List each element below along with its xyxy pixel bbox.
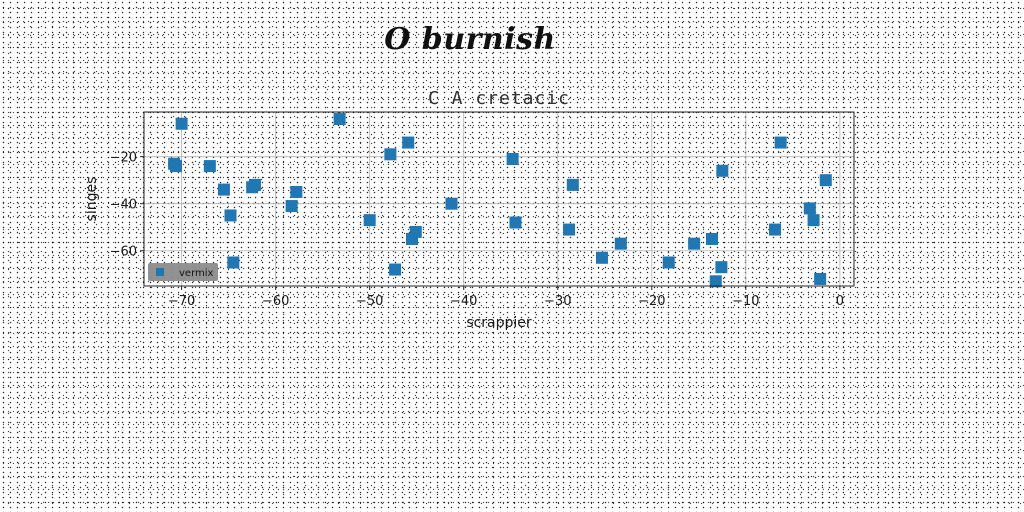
data-point xyxy=(814,273,826,285)
data-point xyxy=(563,224,575,236)
data-point xyxy=(509,217,521,229)
data-point xyxy=(249,179,261,191)
data-point xyxy=(170,160,182,172)
data-point xyxy=(804,202,816,214)
data-point xyxy=(364,214,376,226)
x-tick-label: −40 xyxy=(450,294,477,309)
data-point xyxy=(410,226,422,238)
plot-area xyxy=(144,112,854,286)
y-tick-label: −60 xyxy=(110,245,137,260)
data-point xyxy=(389,264,401,276)
data-point xyxy=(402,137,414,149)
x-axis-label: scrappier xyxy=(466,315,532,331)
data-point xyxy=(290,186,302,198)
data-point xyxy=(710,275,722,287)
data-point xyxy=(507,153,519,165)
data-point xyxy=(615,238,627,250)
grid xyxy=(144,112,854,286)
chart-title: C A cretacic xyxy=(428,88,570,109)
y-tick-label: −40 xyxy=(110,198,137,213)
x-tick-label: −70 xyxy=(168,294,195,309)
data-point xyxy=(218,184,230,196)
data-point xyxy=(688,238,700,250)
plot-frame xyxy=(144,112,854,286)
x-tick-label: 0 xyxy=(836,294,844,309)
data-point xyxy=(384,148,396,160)
data-point xyxy=(715,261,727,273)
x-tick-label: −50 xyxy=(356,294,383,309)
data-point xyxy=(596,252,608,264)
x-tick-label: −30 xyxy=(544,294,571,309)
y-axis-label: singes xyxy=(84,177,100,222)
data-points xyxy=(168,113,832,287)
data-point xyxy=(227,256,239,268)
x-tick-label: −60 xyxy=(262,294,289,309)
data-point xyxy=(716,165,728,177)
legend-marker xyxy=(156,268,164,276)
data-point xyxy=(706,233,718,245)
data-point xyxy=(334,113,346,125)
data-point xyxy=(775,137,787,149)
y-tick-label: −20 xyxy=(110,151,137,166)
x-tick-label: −20 xyxy=(638,294,665,309)
data-point xyxy=(769,224,781,236)
data-point xyxy=(567,179,579,191)
data-point xyxy=(808,214,820,226)
axis-ticks: −70 −60 −50 −40 −30 −20 −10 0 −20 −40 −60 xyxy=(110,151,844,309)
data-point xyxy=(176,118,188,130)
data-point xyxy=(286,200,298,212)
data-point xyxy=(204,160,216,172)
data-point xyxy=(820,174,832,186)
legend-label: vermix xyxy=(179,268,214,279)
data-point xyxy=(446,198,458,210)
data-point xyxy=(225,209,237,221)
x-tick-label: −10 xyxy=(732,294,759,309)
data-point xyxy=(663,256,675,268)
legend: vermix xyxy=(148,263,218,281)
